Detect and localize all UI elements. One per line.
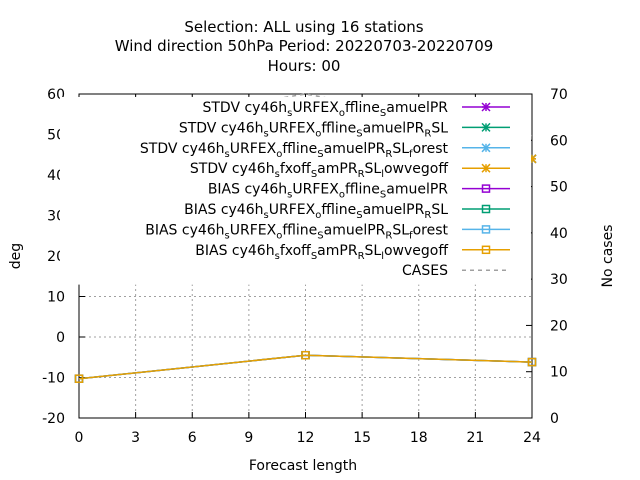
data-point bbox=[527, 357, 537, 367]
legend-label: CASES bbox=[402, 263, 448, 279]
legend-label: BIAS cy46hsURFEXofflineSamuelPR bbox=[208, 182, 448, 201]
data-point bbox=[301, 350, 310, 360]
legend-marker bbox=[481, 102, 491, 112]
x-tick-label: 24 bbox=[523, 430, 541, 446]
y-tick-label: -10 bbox=[42, 371, 65, 387]
axis-ticks: 0 3 6 9 12 15 18 21 24-20-1001020304050600102030… bbox=[42, 87, 568, 446]
y2-tick-label: 50 bbox=[550, 180, 568, 196]
title-line-3: Hours: 00 bbox=[268, 57, 341, 75]
legend-marker bbox=[481, 163, 491, 173]
y2-tick-label: 40 bbox=[550, 226, 568, 242]
legend-label: BIAS cy46hsURFEXofflineSamuelPRRSL bbox=[184, 202, 448, 221]
legend-marker bbox=[481, 225, 491, 234]
x-tick-label: 0 bbox=[75, 430, 84, 446]
x-tick-label: 12 bbox=[297, 430, 315, 446]
y2-tick-label: 60 bbox=[550, 133, 568, 149]
title-line-2: Wind direction 50hPa Period: 20220703-20… bbox=[115, 37, 494, 55]
legend-label: STDV cy46hsfxoffSamPRRSLlowvegoff bbox=[190, 161, 448, 180]
legend-label: STDV cy46hsURFEXofflineSamuelPR bbox=[202, 100, 448, 119]
legend-label: BIAS cy46hsfxoffSamPRRSLlowvegoff bbox=[195, 243, 448, 262]
chart-title: Selection: ALL using 16 stations Wind di… bbox=[115, 18, 494, 75]
legend-marker bbox=[481, 122, 491, 132]
title-line-1: Selection: ALL using 16 stations bbox=[184, 18, 423, 36]
legend-marker bbox=[481, 143, 491, 153]
y2-tick-label: 0 bbox=[550, 411, 559, 427]
y2-tick-label: 10 bbox=[550, 365, 568, 381]
legend-label: STDV cy46hsURFEXofflineSamuelPRRSLforest bbox=[140, 141, 449, 160]
legend-marker bbox=[481, 184, 491, 193]
series-line bbox=[78, 354, 533, 380]
legend-marker bbox=[481, 245, 491, 255]
x-tick-label: 15 bbox=[353, 430, 371, 446]
x-tick-label: 9 bbox=[244, 430, 253, 446]
y-axis-label: deg bbox=[8, 243, 24, 269]
y-tick-label: 0 bbox=[56, 330, 65, 346]
x-tick-label: 18 bbox=[410, 430, 428, 446]
legend-marker bbox=[481, 204, 491, 214]
y-tick-label: 10 bbox=[47, 290, 65, 306]
x-axis-label: Forecast length bbox=[249, 458, 357, 474]
legend-background bbox=[60, 97, 531, 285]
legend-label: BIAS cy46hsURFEXofflineSamuelPRRSLforest bbox=[145, 222, 448, 241]
y2-axis-label: No cases bbox=[600, 225, 616, 288]
x-tick-label: 21 bbox=[466, 430, 484, 446]
y2-tick-label: 20 bbox=[550, 318, 568, 334]
y-tick-label: -20 bbox=[42, 411, 65, 427]
y2-tick-label: 30 bbox=[550, 272, 568, 288]
x-tick-label: 6 bbox=[188, 430, 197, 446]
legend-label: STDV cy46hsURFEXofflineSamuelPRRSL bbox=[179, 120, 448, 139]
x-tick-label: 3 bbox=[131, 430, 140, 446]
data-point bbox=[74, 374, 84, 383]
y2-tick-label: 70 bbox=[550, 87, 568, 103]
